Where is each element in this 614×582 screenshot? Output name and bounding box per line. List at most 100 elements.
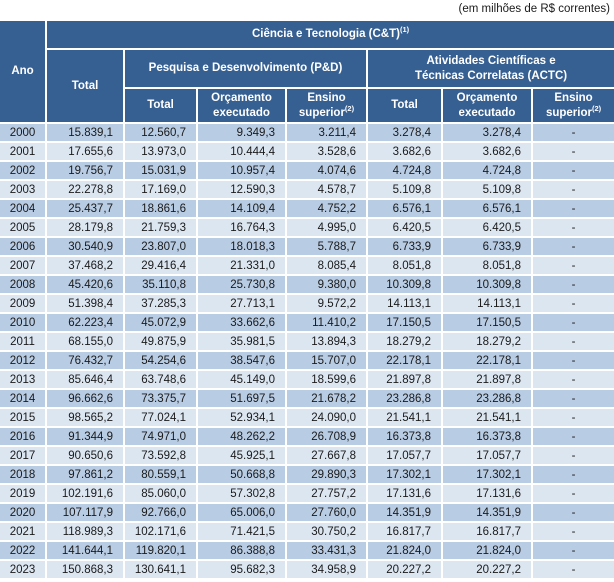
- table-row: 2022 141.644,1 119.820,1 86.388,8 33.431,3 21…: [0, 542, 614, 561]
- year-cell: 2012: [0, 352, 47, 371]
- pd-ensino-cell: 29.890,3: [287, 466, 368, 485]
- pd-total-cell: 23.807,0: [125, 238, 198, 257]
- table-row: 2013 85.646,4 63.748,6 45.149,0 18.599,6 21.8…: [0, 371, 614, 390]
- col-header-actc: Atividades Científicas e Técnicas Correla…: [368, 50, 614, 89]
- table-row: 2002 19.756,7 15.031,9 10.957,4 4.074,6 4.724…: [0, 162, 614, 181]
- pd-total-cell: 13.973,0: [125, 143, 198, 162]
- ct-total-cell: 118.989,3: [47, 523, 125, 542]
- year-cell: 2014: [0, 390, 47, 409]
- actc-total-cell: 21.824,0: [368, 542, 443, 561]
- actc-total-cell: 3.682,6: [368, 143, 443, 162]
- actc-orcamento-cell: 21.541,1: [443, 409, 533, 428]
- pd-ensino-cell: 24.090,0: [287, 409, 368, 428]
- pd-orcamento-cell: 45.925,1: [198, 447, 287, 466]
- col-header-actc-total: Total: [368, 89, 443, 124]
- actc-orcamento-cell: 4.724,8: [443, 162, 533, 181]
- year-cell: 2003: [0, 181, 47, 200]
- actc-ensino-cell: -: [533, 371, 614, 390]
- table-row: 2021 118.989,3 102.171,6 71.421,5 30.750,2 16…: [0, 523, 614, 542]
- table-row: 2023 150.868,3 130.641,1 95.682,3 34.958,9 20…: [0, 561, 614, 580]
- pd-total-cell: 73.375,7: [125, 390, 198, 409]
- col-header-pd: Pesquisa e Desenvolvimento (P&D): [125, 50, 368, 89]
- ct-label: Ciência e Tecnologia (C&T): [251, 28, 400, 41]
- pd-total-cell: 85.060,0: [125, 485, 198, 504]
- actc-total-cell: 6.576,1: [368, 200, 443, 219]
- actc-total-cell: 6.420,5: [368, 219, 443, 238]
- ct-total-cell: 85.646,4: [47, 371, 125, 390]
- actc-total-cell: 8.051,8: [368, 257, 443, 276]
- actc-orcamento-cell: 21.824,0: [443, 542, 533, 561]
- pd-ensino-cell: 9.380,0: [287, 276, 368, 295]
- actc-ensino-cell: -: [533, 409, 614, 428]
- table-row: 2015 98.565,2 77.024,1 52.934,1 24.090,0 21.5…: [0, 409, 614, 428]
- pd-orcamento-cell: 18.018,3: [198, 238, 287, 257]
- pd-orcamento-cell: 25.730,8: [198, 276, 287, 295]
- ct-total-cell: 90.650,6: [47, 447, 125, 466]
- actc-total-cell: 17.302,1: [368, 466, 443, 485]
- ct-total-cell: 45.420,6: [47, 276, 125, 295]
- col-header-ciencia-tecnologia: Ciência e Tecnologia (C&T)(1): [47, 21, 614, 50]
- actc-ensino-cell: -: [533, 295, 614, 314]
- pd-orcamento-cell: 45.149,0: [198, 371, 287, 390]
- actc-orcamento-cell: 17.057,7: [443, 447, 533, 466]
- table-row: 2003 22.278,8 17.169,0 12.590,3 4.578,7 5.109…: [0, 181, 614, 200]
- col-header-ct-total: Total: [47, 50, 125, 124]
- ct-total-cell: 37.468,2: [47, 257, 125, 276]
- pd-ensino-cell: 9.572,2: [287, 295, 368, 314]
- actc-ensino-cell: -: [533, 447, 614, 466]
- table-row: 2001 17.655,6 13.973,0 10.444,4 3.528,6 3.682…: [0, 143, 614, 162]
- actc-ensino-cell: -: [533, 428, 614, 447]
- pd-ensino-cell: 13.894,3: [287, 333, 368, 352]
- pd-orcamento-cell: 21.331,0: [198, 257, 287, 276]
- pd-ensino-cell: 4.578,7: [287, 181, 368, 200]
- actc-orcamento-cell: 17.131,6: [443, 485, 533, 504]
- actc-ensino-cell: -: [533, 561, 614, 580]
- table-row: 2020 107.117,9 92.766,0 65.006,0 27.760,0 14.…: [0, 504, 614, 523]
- ct-total-cell: 25.437,7: [47, 200, 125, 219]
- actc-orcamento-cell: 8.051,8: [443, 257, 533, 276]
- actc-total-cell: 18.279,2: [368, 333, 443, 352]
- actc-ensino-cell: -: [533, 143, 614, 162]
- table-row: 2014 96.662,6 73.375,7 51.697,5 21.678,2 23.2…: [0, 390, 614, 409]
- pd-orcamento-cell: 95.682,3: [198, 561, 287, 580]
- year-cell: 2017: [0, 447, 47, 466]
- year-cell: 2002: [0, 162, 47, 181]
- pd-ensino-cell: 15.707,0: [287, 352, 368, 371]
- ct-total-cell: 22.278,8: [47, 181, 125, 200]
- actc-total-cell: 3.278,4: [368, 124, 443, 143]
- ct-total-cell: 19.756,7: [47, 162, 125, 181]
- actc-orcamento-cell: 6.733,9: [443, 238, 533, 257]
- table-row: 2018 97.861,2 80.559,1 50.668,8 29.890,3 17.3…: [0, 466, 614, 485]
- actc-ensino-cell: -: [533, 390, 614, 409]
- actc-total-cell: 22.178,1: [368, 352, 443, 371]
- ct-total-cell: 28.179,8: [47, 219, 125, 238]
- table-row: 2000 15.839,1 12.560,7 9.349,3 3.211,4 3.278,…: [0, 124, 614, 143]
- pd-total-cell: 12.560,7: [125, 124, 198, 143]
- actc-orcamento-cell: 3.278,4: [443, 124, 533, 143]
- pd-total-cell: 37.285,3: [125, 295, 198, 314]
- actc-ensino-cell: -: [533, 276, 614, 295]
- pd-ensino-cell: 3.211,4: [287, 124, 368, 143]
- ct-total-cell: 102.191,6: [47, 485, 125, 504]
- table-row: 2012 76.432,7 54.254,6 38.547,6 15.707,0 22.1…: [0, 352, 614, 371]
- actc-ensino-label: Ensino superior: [545, 92, 593, 119]
- pd-orcamento-cell: 27.713,1: [198, 295, 287, 314]
- actc-ensino-cell: -: [533, 523, 614, 542]
- actc-ensino-cell: -: [533, 238, 614, 257]
- actc-ensino-cell: -: [533, 200, 614, 219]
- year-cell: 2021: [0, 523, 47, 542]
- pd-orcamento-cell: 38.547,6: [198, 352, 287, 371]
- actc-orcamento-cell: 14.351,9: [443, 504, 533, 523]
- pd-orcamento-cell: 50.668,8: [198, 466, 287, 485]
- table-row: 2017 90.650,6 73.592,8 45.925,1 27.667,8 17.0…: [0, 447, 614, 466]
- pd-ensino-cell: 11.410,2: [287, 314, 368, 333]
- table-row: 2016 91.344,9 74.971,0 48.262,2 26.708,9 16.3…: [0, 428, 614, 447]
- actc-orcamento-cell: 5.109,8: [443, 181, 533, 200]
- year-cell: 2009: [0, 295, 47, 314]
- actc-orcamento-cell: 16.373,8: [443, 428, 533, 447]
- actc-orcamento-cell: 6.420,5: [443, 219, 533, 238]
- actc-total-cell: 20.227,2: [368, 561, 443, 580]
- table-row: 2011 68.155,0 49.875,9 35.981,5 13.894,3 18.2…: [0, 333, 614, 352]
- actc-ensino-cell: -: [533, 314, 614, 333]
- col-header-pd-total: Total: [125, 89, 198, 124]
